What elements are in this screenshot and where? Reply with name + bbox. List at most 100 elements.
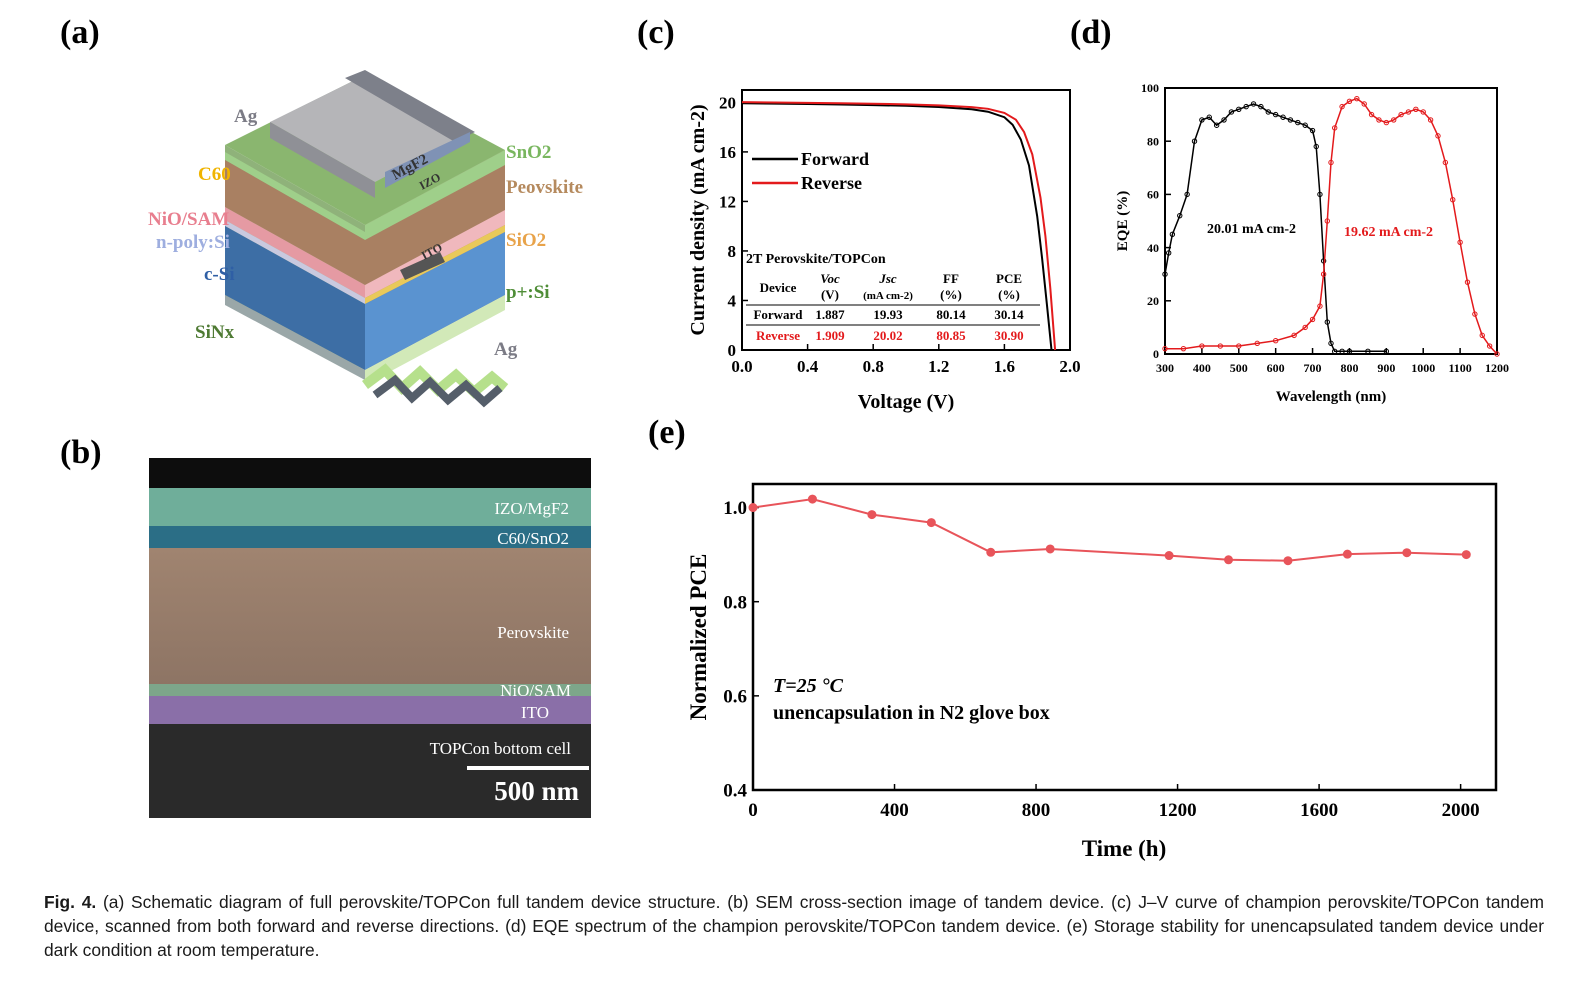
- sem-label-ito: ITO: [521, 703, 549, 722]
- data-point: [1346, 348, 1353, 355]
- label-c60: C60: [198, 164, 231, 185]
- x-tick-label: 2000: [1442, 800, 1480, 821]
- jv-table-h-jsc: Jsc: [878, 271, 897, 286]
- x-tick-label: 1100: [1448, 361, 1471, 375]
- y-tick-label: 8: [728, 242, 737, 261]
- data-point: [1302, 122, 1308, 128]
- stability-annot-condition: unencapsulation in N2 glove box: [773, 702, 1050, 724]
- x-tick-label: 800: [1340, 361, 1358, 375]
- data-point: [1272, 338, 1279, 344]
- data-point: [1236, 343, 1242, 349]
- scale-bar-label: 500 nm: [494, 776, 579, 806]
- jv-row-reverse-ff: 80.85: [936, 328, 966, 343]
- x-tick-label: 1600: [1300, 800, 1338, 821]
- y-tick-label: 0: [728, 341, 737, 360]
- data-point: [1331, 348, 1338, 355]
- data-point: [986, 547, 996, 557]
- jv-table-u-ff: (%): [940, 287, 962, 302]
- data-point: [1479, 332, 1485, 339]
- data-point: [1164, 551, 1174, 561]
- x-tick-label: 400: [1193, 361, 1211, 375]
- data-point: [1376, 117, 1382, 123]
- x-tick-label: 2.0: [1059, 357, 1080, 376]
- jv-row-forward-jsc: 19.93: [873, 307, 903, 322]
- series-line-1: [741, 101, 1057, 351]
- panel-label-c: (c): [637, 14, 675, 51]
- jv-row-forward-device: Forward: [753, 307, 803, 322]
- label-sno2: SnO2: [506, 142, 551, 163]
- data-point: [1494, 351, 1500, 357]
- data-point: [1413, 106, 1419, 112]
- eqe-annot-red: 19.62 mA cm-2: [1344, 225, 1433, 240]
- jv-table-u-voc: (V): [821, 287, 839, 302]
- data-point: [1342, 549, 1352, 559]
- jv-row-forward-voc: 1.887: [815, 307, 845, 322]
- data-point: [1309, 127, 1316, 134]
- label-perovskite: Peovskite: [506, 177, 583, 198]
- data-point: [1354, 95, 1360, 102]
- label-sio2: SiO2: [506, 230, 546, 251]
- scale-bar: [467, 766, 589, 770]
- jv-row-forward-ff: 80.14: [936, 307, 966, 322]
- data-point: [1331, 125, 1338, 131]
- data-point: [1217, 343, 1224, 349]
- data-point: [1346, 98, 1353, 104]
- data-point: [1165, 250, 1172, 256]
- data-point: [1328, 340, 1334, 347]
- y-tick-label: 16: [719, 143, 736, 162]
- data-point: [1313, 143, 1319, 150]
- data-point: [807, 494, 817, 504]
- data-point: [1287, 117, 1294, 123]
- label-c-si: c-Si: [204, 264, 235, 285]
- legend-forward: Forward: [801, 149, 869, 169]
- y-tick-label: 100: [1141, 81, 1159, 95]
- y-tick-label: 20: [1147, 294, 1159, 308]
- jv-table-h-voc: Voc: [820, 271, 840, 286]
- data-point: [1368, 111, 1375, 118]
- data-point: [1420, 109, 1426, 115]
- device-schematic: Ag C60 NiO/SAM n-poly:Si c-Si SiNx SnO2 …: [148, 70, 583, 408]
- data-point: [1243, 103, 1249, 110]
- y-tick-label: 12: [719, 192, 736, 211]
- x-tick-label: 0: [748, 800, 758, 821]
- data-point: [1228, 109, 1235, 115]
- y-tick-label: 20: [719, 93, 736, 112]
- y-tick-label: 1.0: [723, 498, 747, 519]
- data-point: [1339, 103, 1345, 110]
- jv-row-reverse-voc: 1.909: [815, 328, 845, 343]
- data-point: [1199, 117, 1205, 123]
- data-point: [1291, 332, 1297, 339]
- data-point: [1317, 303, 1323, 309]
- data-point: [1442, 159, 1449, 166]
- data-point: [926, 518, 936, 528]
- x-tick-label: 800: [1022, 800, 1051, 821]
- data-point: [1295, 119, 1301, 126]
- data-point: [1283, 556, 1293, 566]
- jv-row-reverse-pce: 30.90: [994, 328, 1023, 343]
- y-tick-label: 4: [728, 291, 737, 310]
- label-n-poly-si: n-poly:Si: [156, 232, 230, 253]
- caption-label: Fig. 4.: [44, 892, 97, 912]
- x-tick-label: 1.6: [994, 357, 1015, 376]
- x-tick-label: 1200: [1159, 800, 1197, 821]
- jv-table-h-ff: FF: [943, 271, 959, 286]
- series-line-0: [752, 498, 1467, 562]
- jv-xlabel: Voltage (V): [858, 391, 954, 413]
- data-point: [1339, 348, 1345, 355]
- jv-table-u-pce: (%): [998, 287, 1020, 302]
- data-point: [1162, 271, 1168, 277]
- data-point: [1324, 319, 1331, 325]
- data-point: [1280, 114, 1286, 120]
- x-tick-label: 0.4: [797, 357, 819, 376]
- data-point: [1254, 340, 1260, 347]
- data-point: [1435, 133, 1441, 139]
- x-tick-label: 900: [1377, 361, 1395, 375]
- data-point: [1365, 348, 1371, 355]
- data-point: [1045, 544, 1055, 554]
- data-point: [1177, 212, 1183, 219]
- legend-reverse: Reverse: [801, 173, 862, 193]
- label-nio-sam: NiO/SAM: [148, 209, 229, 230]
- sem-label-izo-mgf2: IZO/MgF2: [494, 499, 569, 518]
- data-point: [1383, 348, 1390, 355]
- y-tick-label: 0: [1153, 347, 1159, 361]
